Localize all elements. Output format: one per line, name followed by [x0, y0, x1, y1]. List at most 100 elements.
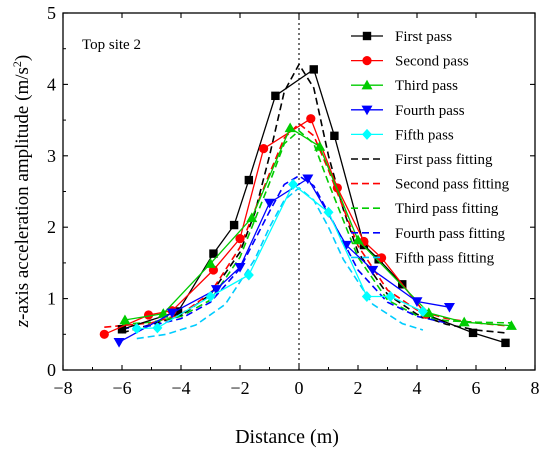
chart-annotation: Top site 2 [82, 37, 141, 53]
x-tick-label: 4 [413, 378, 422, 398]
data-point [423, 307, 435, 318]
data-point [119, 314, 131, 325]
x-tick-label: −4 [171, 378, 190, 398]
data-point [288, 178, 299, 190]
legend-label: First pass [395, 29, 452, 45]
data-point [443, 302, 455, 313]
x-tick-label: −2 [230, 378, 249, 398]
x-tick-label: 0 [295, 378, 304, 398]
axis-ticks: −8 −6 −4 −2 0 2 4 6 8 0 1 2 3 4 5 [47, 3, 540, 398]
legend-marker [362, 128, 372, 140]
x-tick-label: 2 [354, 378, 363, 398]
data-point [234, 262, 246, 273]
y-axis-label: z-axis acceleration amplitude (m/s2) [10, 55, 33, 328]
data-point [411, 297, 423, 307]
x-tick-label: 8 [531, 378, 540, 398]
y-axis-label-close: ) [12, 55, 33, 61]
data-point [468, 328, 478, 338]
data-point [166, 308, 178, 319]
y-axis-label-var: z [12, 319, 33, 328]
legend-item: Third pass [351, 78, 458, 94]
data-point [314, 141, 326, 151]
data-point [210, 285, 222, 295]
data-point [501, 338, 510, 348]
measured-series-3 [119, 122, 517, 330]
data-point [302, 174, 314, 185]
y-axis-label-sup: 2 [10, 61, 24, 67]
series-group [99, 62, 517, 348]
data-point [113, 337, 125, 348]
data-point [352, 234, 364, 245]
legend: First pass Second pass Third pass Fourth pa… [351, 29, 510, 266]
legend-item: Fourth pass fitting [351, 226, 506, 242]
data-point [205, 290, 216, 302]
legend-item: Fifth pass [351, 127, 454, 143]
data-point [505, 320, 517, 330]
data-point [244, 175, 254, 185]
legend-label: Second pass [395, 54, 469, 70]
legend-marker [361, 105, 373, 116]
measured-series-line [118, 177, 450, 343]
measured-series-5 [131, 178, 428, 335]
legend-label: Second pass fitting [395, 177, 510, 193]
legend-label: Third pass [395, 78, 458, 94]
data-point [117, 325, 127, 334]
data-point [367, 265, 379, 276]
data-point [157, 308, 169, 318]
legend-item: Second pass [351, 54, 469, 70]
y-tick-label: 1 [47, 289, 56, 309]
data-point [229, 220, 239, 230]
data-point [264, 198, 275, 209]
data-point [173, 307, 183, 316]
data-point [246, 212, 258, 223]
x-tick-label: −8 [53, 378, 72, 398]
data-point [309, 65, 318, 74]
y-tick-label: 0 [47, 360, 56, 380]
data-point [284, 122, 296, 133]
y-tick-label: 4 [47, 74, 56, 94]
data-point [377, 253, 387, 263]
y-tick-label: 5 [47, 3, 56, 23]
legend-label: Fourth pass [395, 103, 465, 119]
legend-label: Fifth pass [395, 127, 454, 143]
data-point [209, 249, 218, 258]
legend-label: Third pass fitting [395, 201, 499, 217]
legend-item: Fifth pass fitting [351, 250, 495, 266]
data-point [99, 329, 109, 339]
legend-label: Fifth pass fitting [395, 250, 495, 266]
legend-item: Fourth pass [351, 103, 465, 119]
data-point [271, 91, 280, 101]
legend-marker [362, 31, 372, 41]
data-point [259, 144, 269, 154]
y-axis-label-main: -axis acceleration amplitude (m/s [12, 67, 33, 320]
legend-marker [361, 79, 373, 90]
data-point [152, 322, 163, 334]
measured-series-line [124, 127, 512, 327]
data-point [243, 269, 254, 281]
y-tick-label: 2 [47, 217, 56, 237]
data-point [458, 316, 470, 327]
data-point [235, 234, 245, 244]
legend-item: Third pass fitting [351, 201, 499, 217]
x-tick-label: 6 [472, 378, 481, 398]
x-tick-label: −6 [112, 378, 131, 398]
legend-marker [362, 56, 372, 66]
data-point [205, 258, 216, 268]
data-point [143, 310, 154, 320]
data-point [340, 240, 352, 251]
data-point [131, 323, 142, 335]
y-tick-label: 3 [47, 146, 56, 166]
measured-series-2 [99, 114, 431, 339]
legend-item: First pass [351, 29, 452, 45]
legend-item: First pass fitting [351, 152, 493, 168]
legend-label: Fourth pass fitting [395, 226, 506, 242]
data-point [330, 131, 339, 141]
measured-series-4 [113, 174, 455, 348]
data-point [361, 290, 372, 302]
data-point [417, 305, 428, 317]
legend-label: First pass fitting [395, 152, 493, 168]
fit-series-line [121, 129, 512, 326]
x-axis-label: Distance (m) [235, 426, 339, 448]
